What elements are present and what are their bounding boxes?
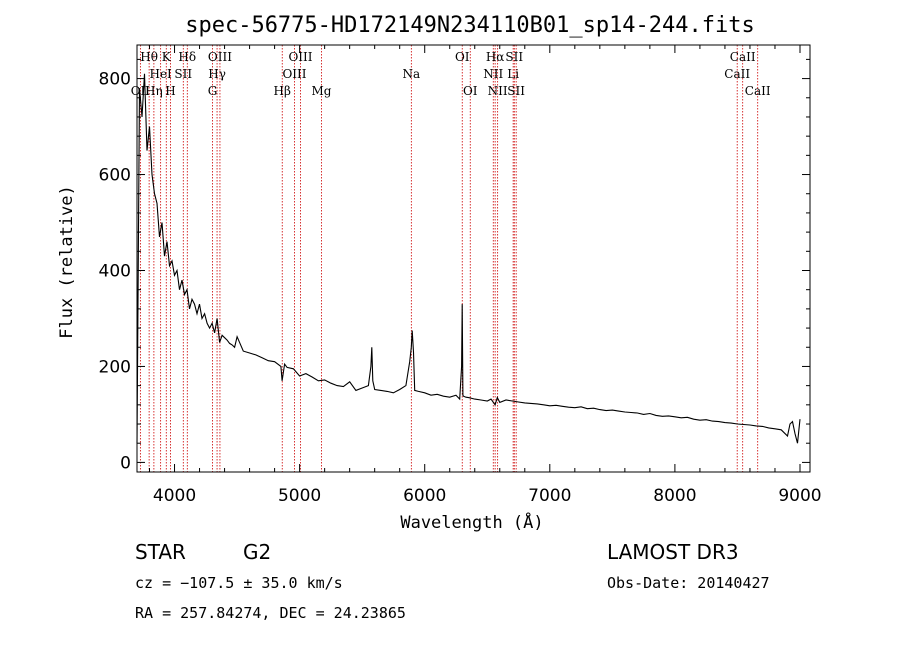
line-label-4: K — [162, 50, 172, 64]
line-label-5: H — [165, 84, 175, 98]
x-tick-label-4: 8000 — [653, 486, 696, 506]
x-tick-label-0: 4000 — [153, 486, 196, 506]
line-label-11: Hβ — [274, 84, 291, 98]
line-label-2: HeI — [149, 67, 172, 81]
x-axis: 4000 5000 6000 7000 8000 9000 — [149, 45, 822, 506]
line-label-13: OIII — [282, 67, 306, 81]
y-tick-label-4: 800 — [99, 70, 131, 90]
y-tick-label-1: 200 — [99, 357, 131, 377]
plot-frame — [136, 44, 811, 473]
survey-label: LAMOST DR3 — [607, 540, 739, 564]
redshift-text: cz = −107.5 ± 35.0 km/s — [135, 574, 343, 592]
x-axis-label: Wavelength (Å) — [400, 511, 543, 533]
line-label-3: Hη — [145, 84, 163, 98]
y-tick-label-3: 600 — [99, 166, 131, 186]
line-label-18: Hα — [486, 50, 505, 64]
line-label-7: Hδ — [178, 50, 196, 64]
line-label-16: OI — [455, 50, 470, 64]
line-label-17: OI — [463, 84, 478, 98]
subclass-label: G2 — [243, 540, 272, 564]
spectrum-line — [136, 73, 801, 444]
line-label-26: CaII — [745, 84, 771, 98]
chart-title: spec-56775-HD172149N234110B01_sp14-244.f… — [185, 13, 755, 38]
line-label-23: SII — [507, 84, 525, 98]
y-axis-label: Flux (relative) — [57, 185, 77, 339]
obs-date-text: Obs-Date: 20140427 — [607, 574, 770, 592]
coords-text: RA = 257.84274, DEC = 24.23865 — [135, 604, 406, 622]
line-label-8: OIII — [208, 50, 232, 64]
x-tick-label-3: 7000 — [528, 486, 571, 506]
y-tick-label-2: 400 — [99, 261, 131, 281]
line-label-10: G — [208, 84, 218, 98]
line-label-19: SII — [505, 50, 523, 64]
line-markers — [139, 45, 759, 472]
line-label-6: SII — [174, 67, 192, 81]
y-axis: 0 200 400 600 800 — [99, 58, 810, 473]
x-tick-label-2: 6000 — [403, 486, 446, 506]
line-label-9: Hγ — [208, 67, 226, 81]
class-label: STAR — [135, 540, 186, 564]
line-label-1: Hθ — [140, 50, 158, 64]
y-tick-label-0: 0 — [120, 453, 131, 473]
line-label-15: Na — [403, 67, 421, 81]
line-label-21: Li — [507, 67, 519, 81]
x-tick-label-5: 9000 — [778, 486, 821, 506]
line-label-25: CaII — [724, 67, 750, 81]
line-label-22: NII — [488, 84, 508, 98]
line-label-24: CaII — [730, 50, 756, 64]
line-label-14: Mg — [312, 84, 332, 98]
line-label-12: OIII — [288, 50, 312, 64]
x-tick-label-1: 5000 — [278, 486, 321, 506]
line-label-20: NII — [483, 67, 503, 81]
